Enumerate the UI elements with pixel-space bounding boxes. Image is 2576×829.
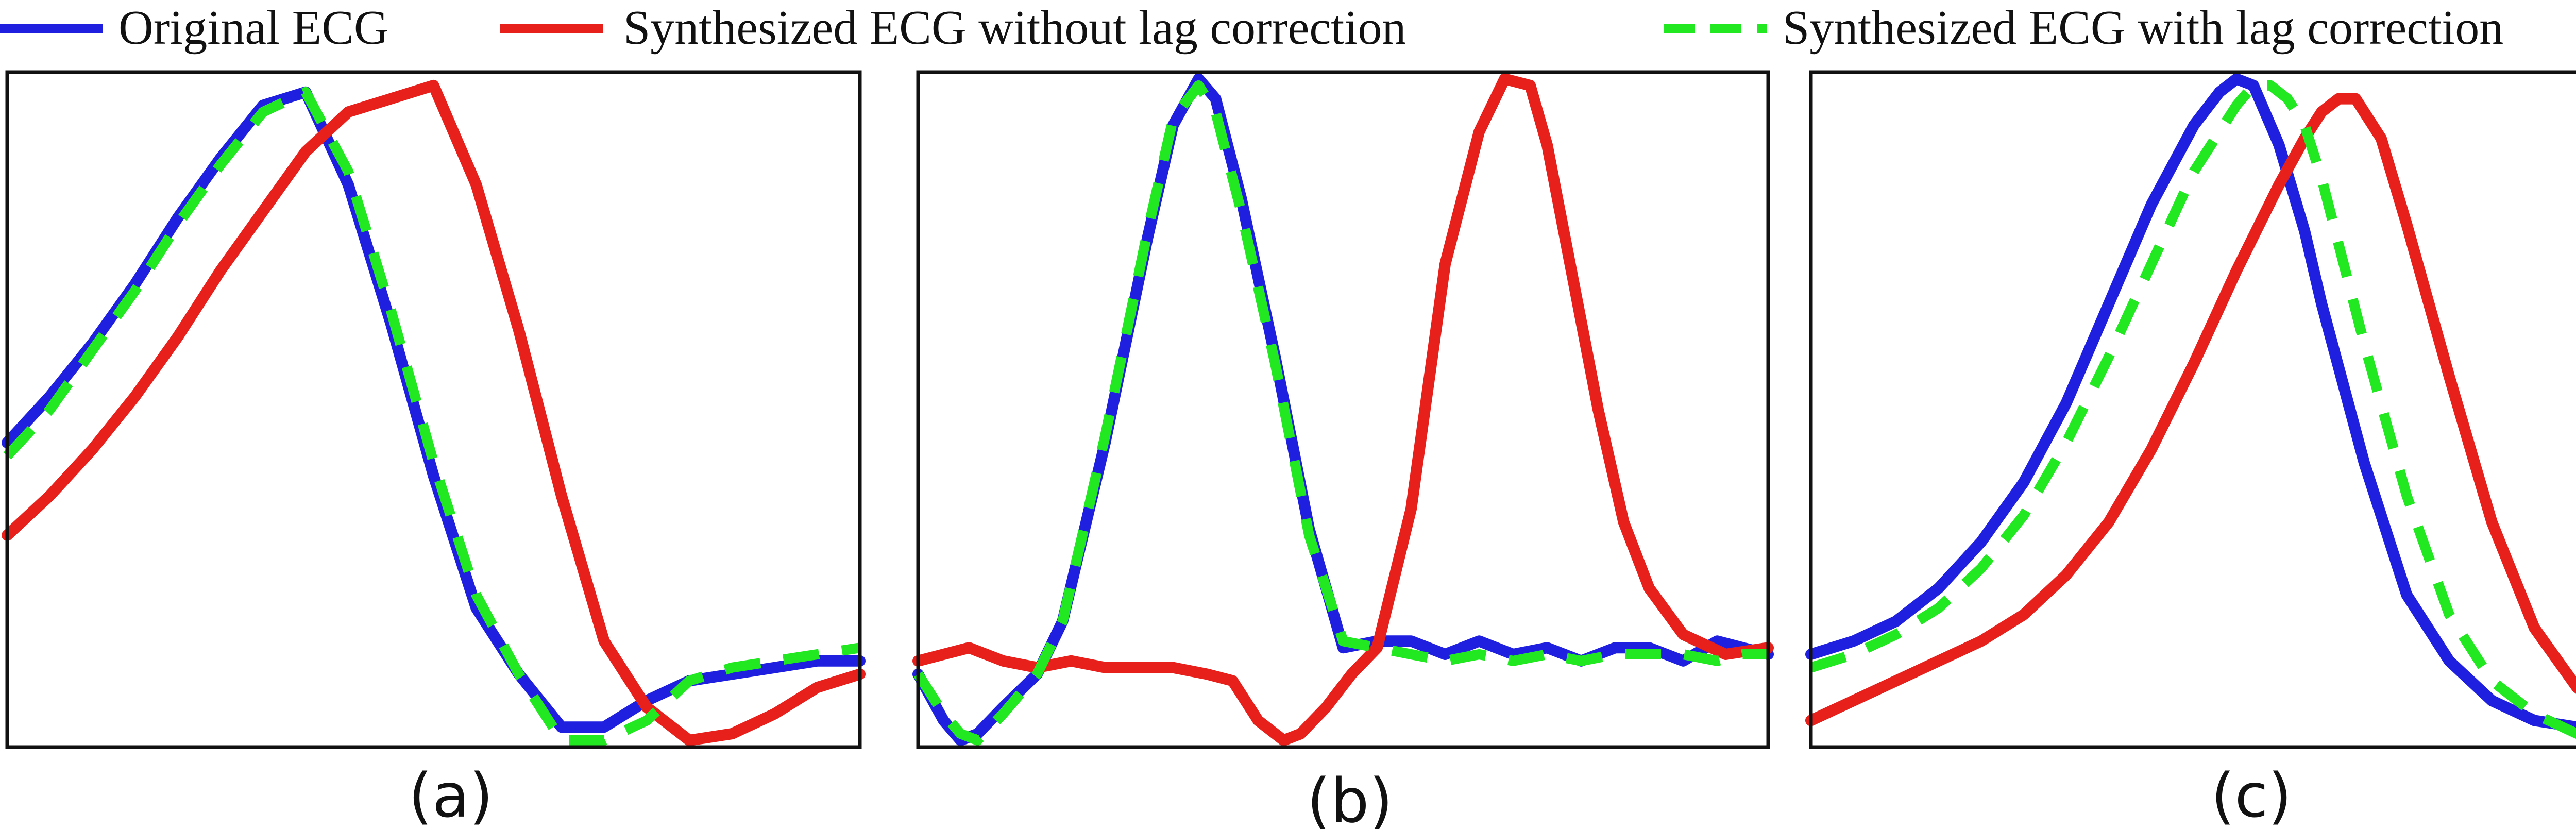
legend: Original ECG Synthesized ECG without lag… — [0, 1, 2503, 55]
series-line-original-ecg-c — [1805, 73, 2576, 733]
series-line-synth-ecg-with-lag-c — [1809, 80, 2576, 739]
panel-b: (b) — [912, 70, 1774, 829]
plot-frame-c — [1809, 70, 2576, 749]
series-line-synth-ecg-with-lag-b — [913, 80, 1768, 746]
panel-caption-b: (b) — [1307, 765, 1393, 829]
panel-caption-c: (c) — [2211, 760, 2292, 829]
plot-area-a — [2, 79, 866, 746]
series-line-synth-ecg-without-lag-a — [2, 79, 866, 746]
series-line-original-ecg-a — [2, 86, 866, 733]
legend-label-without-lag: Synthesized ECG without lag correction — [623, 1, 1406, 55]
plot-frame-b — [916, 70, 1770, 749]
plot-area-c — [1805, 73, 2576, 739]
panel-c: (c) — [1805, 70, 2576, 829]
plot-area-b — [912, 73, 1774, 746]
legend-label-original: Original ECG — [118, 1, 389, 55]
panel-a: (a) — [2, 70, 866, 829]
series-line-synth-ecg-with-lag-a — [3, 87, 861, 746]
plot-frame-a — [5, 70, 862, 749]
panel-caption-a: (a) — [409, 760, 493, 829]
series-line-synth-ecg-without-lag-b — [912, 73, 1774, 746]
legend-label-with-lag: Synthesized ECG with lag correction — [1783, 1, 2503, 55]
series-line-synth-ecg-without-lag-c — [1805, 93, 2576, 726]
